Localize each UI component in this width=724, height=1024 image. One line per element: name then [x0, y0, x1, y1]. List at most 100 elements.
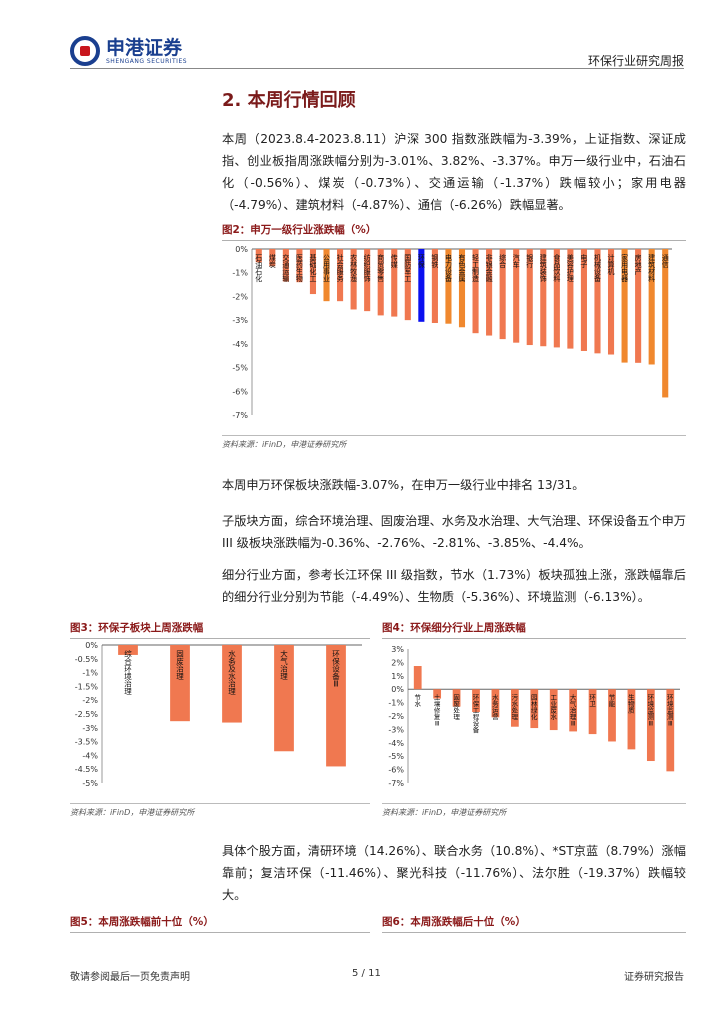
paragraph-subsector: 子版块方面，综合环境治理、固废治理、水务及水治理、大气治理、环保设备五个申万 I… [222, 514, 686, 550]
x-category-label: 钢铁 [431, 253, 438, 269]
x-category-label: 农林牧渔 [350, 253, 357, 283]
figure-title: 图3：环保子板块上周涨跌幅 [70, 620, 370, 639]
bar-工业废水 [549, 689, 558, 731]
x-category-label: 美容护理 [567, 253, 574, 283]
bar-园林绿化 [530, 689, 539, 729]
bar-电力设备 [445, 249, 452, 324]
x-category-label: 节能 [609, 694, 616, 709]
bar-综合 [499, 249, 506, 340]
paragraph-segment: 细分行业方面，参考长江环保 III 级指数，节水（1.73%）板块孤独上涨，涨跌… [222, 568, 686, 604]
x-category-label: 工业废水 [550, 694, 557, 722]
y-tick-label: 3% [391, 645, 404, 654]
bar-固废治理 [170, 645, 190, 722]
x-category-label: 银行 [526, 253, 533, 269]
x-category-label: 家用电器 [621, 253, 628, 283]
y-tick-label: -3% [388, 725, 404, 734]
bar-有色金属 [458, 249, 466, 328]
y-tick-label: -4% [232, 340, 248, 349]
bar-交通运输 [282, 249, 289, 282]
bar-机械设备 [594, 249, 601, 354]
bar-煤炭 [269, 249, 276, 267]
x-category-label: 电力设备 [445, 253, 452, 283]
x-category-label: 房地产 [635, 253, 642, 276]
bar-美容护理 [567, 249, 574, 349]
x-category-label: 固废治理 [176, 650, 184, 682]
x-category-label: 传媒 [391, 253, 398, 269]
x-category-label: 交通运输 [282, 253, 289, 283]
x-category-label: 污水处理 [512, 694, 519, 722]
y-tick-label: -6% [388, 766, 404, 775]
bar-社会服务 [337, 249, 344, 302]
bar-综合环境治理 [118, 645, 138, 655]
y-tick-label: -3% [232, 316, 248, 325]
bar-水务及水治理 [222, 645, 242, 723]
bar-钢铁 [431, 249, 438, 323]
y-tick-label: -2% [388, 712, 404, 721]
logo-mark-icon [70, 36, 100, 66]
footer-disclaimer: 敬请参阅最后一页免责声明 [70, 972, 190, 983]
y-tick-label: 1% [391, 672, 404, 681]
bar-公用事业 [323, 249, 330, 302]
y-tick-label: -7% [388, 779, 404, 788]
y-tick-label: -1% [82, 669, 98, 678]
fig3-chart: 0% -0.5% -1% -1.5% -2% -2.5% -3% -3.5% -4% -4.5% -… [75, 641, 362, 788]
x-category-label: 大气治理 [280, 649, 288, 682]
x-category-label: 建筑装饰 [540, 253, 547, 283]
y-tick-label: -5% [82, 779, 98, 788]
x-category-label: 节水 [414, 694, 421, 709]
y-tick-label: -4% [82, 751, 98, 760]
x-category-label: 环境监测 Ⅲ [667, 694, 674, 728]
y-tick-label: -7% [232, 411, 248, 420]
bar-非银金融 [486, 249, 493, 336]
bar-环保设备Ⅲ [326, 645, 346, 767]
footer-label: 证券研究报告 [624, 972, 684, 983]
x-category-label: 商贸零售 [377, 253, 384, 283]
figure-title: 图4：环保细分行业上周涨跌幅 [382, 620, 686, 639]
x-category-label: 通信 [662, 253, 669, 269]
x-category-label: 食品饮料 [553, 253, 560, 283]
paragraph-rank: 本周申万环保板块涨跌幅-3.07%，在申万一级行业中排名 13/31。 [222, 478, 585, 492]
bar-环卫 [588, 689, 597, 735]
bar-通信 [662, 249, 669, 398]
bar-节能 [608, 689, 616, 742]
bar-节水 [413, 666, 422, 690]
paragraph-stocks: 具体个股方面，清研环境（14.26%）、联合水务（10.8%）、*ST京蓝（8.… [222, 844, 686, 902]
y-tick-label: -2% [232, 292, 248, 301]
bar-轻工制造 [472, 249, 479, 334]
bar-房地产 [635, 249, 642, 363]
x-category-label: 土壤修复 Ⅲ [434, 693, 441, 728]
x-category-label: 基础化工 [309, 253, 316, 283]
y-tick-label: -3.5% [75, 738, 99, 747]
x-category-label: 环保 [418, 254, 425, 269]
y-tick-label: 0% [391, 685, 404, 694]
header-divider [70, 68, 684, 69]
figure-3: 图3：环保子板块上周涨跌幅 0% -0.5% -1% -1.5% -2% -2.5% -3%… [70, 620, 370, 818]
bar-医药生物 [296, 249, 303, 283]
bar-环保 [418, 249, 425, 322]
x-category-label: 轻工制造 [472, 253, 479, 283]
bar-建筑材料 [648, 249, 655, 365]
y-tick-label: 2% [391, 658, 404, 667]
figure-title: 图2：申万一级行业涨跌幅（%） [222, 222, 686, 241]
y-tick-label: -2.5% [75, 710, 99, 719]
figure-source: 资料来源：iFinD，申港证券研究所 [222, 435, 686, 450]
x-category-label: 固废处理 [453, 694, 460, 722]
x-category-label: 有色金属 [459, 253, 466, 283]
x-category-label: 园林绿化 [531, 694, 538, 722]
x-category-label: 生物质 [628, 693, 635, 715]
y-tick-label: -1% [388, 699, 404, 708]
x-category-label: 国防军工 [404, 254, 411, 283]
figure-source: 资料来源：iFinD，申港证券研究所 [70, 803, 370, 818]
y-tick-label: -1.5% [75, 682, 99, 691]
x-category-label: 水务及水治理 [228, 649, 236, 697]
bar-生物质 [627, 689, 636, 750]
x-category-label: 综合 [499, 253, 506, 269]
paragraph-market: 本周（2023.8.4-2023.8.11）沪深 300 指数涨跌幅为-3.39… [222, 132, 686, 212]
x-category-label: 煤炭 [269, 253, 276, 269]
bar-计算机 [607, 249, 615, 355]
x-category-label: 纺织服饰 [364, 253, 371, 283]
y-tick-label: -5% [232, 364, 248, 373]
bar-纺织服饰 [364, 249, 371, 312]
bar-建筑装饰 [540, 249, 547, 347]
figure-source: 资料来源：iFinD，申港证券研究所 [382, 803, 686, 818]
